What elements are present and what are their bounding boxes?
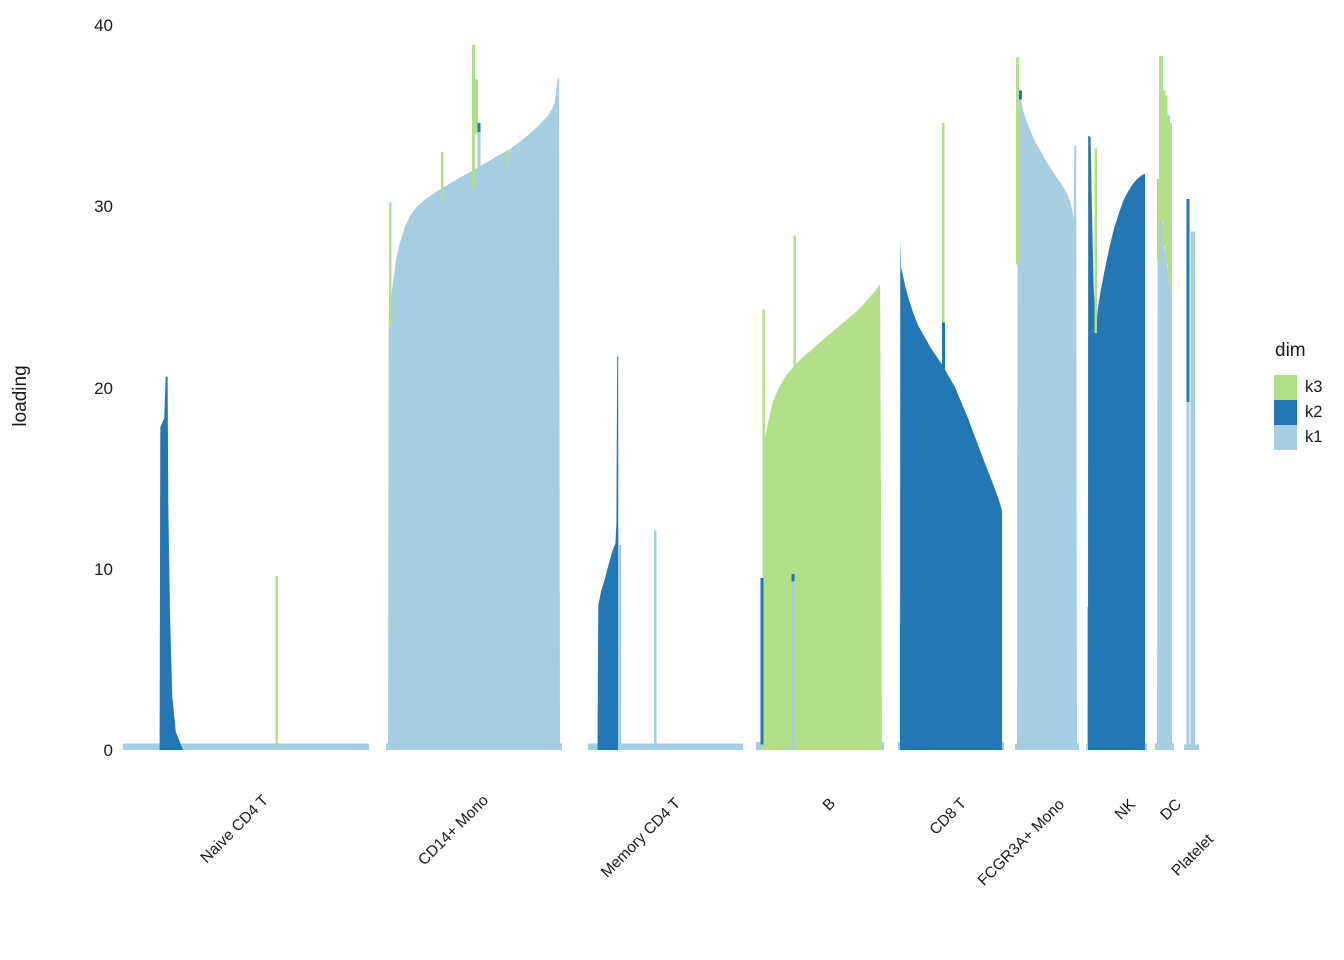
cell-bar-segment-k3 <box>471 44 475 189</box>
cell-bar-segment-k3 <box>388 202 392 326</box>
legend-items: k3 k2 k1 <box>1274 375 1322 450</box>
cell-bar-segment-k2 <box>760 577 764 745</box>
cell-bar-segment-k2 <box>791 574 795 582</box>
y-tick-0: 0 <box>103 741 113 760</box>
legend: dim k3 k2 k1 <box>1274 340 1322 450</box>
cell-bar-segment-k3 <box>275 576 279 745</box>
cell-bar-segment-k3 <box>1169 122 1172 290</box>
cell-bar-segment-k1 <box>1186 402 1190 750</box>
cell-bar-segment-k2 <box>1186 199 1190 402</box>
cell-bar-segment-k2 <box>941 322 945 370</box>
legend-title: dim <box>1275 340 1306 361</box>
legend-item-k1: k1 <box>1274 425 1322 450</box>
legend-label-k2: k2 <box>1305 403 1323 421</box>
cell-bar-segment-k3 <box>1167 115 1170 279</box>
y-tick-20: 20 <box>94 378 113 398</box>
cell-bar-segment-k3 <box>440 151 444 201</box>
cell-bar-segment-k1 <box>1190 231 1196 750</box>
cell-bar-segment-k3 <box>1162 90 1166 247</box>
legend-swatch-k1 <box>1274 425 1297 450</box>
legend-swatch-k3 <box>1274 375 1297 400</box>
cell-bar-segment-k3 <box>793 235 797 383</box>
legend-swatch-k2 <box>1274 400 1297 425</box>
legend-item-k2: k2 <box>1274 400 1322 425</box>
group-baseline-k1 <box>588 743 743 750</box>
y-axis-title: loading <box>10 365 31 427</box>
cell-bar-segment-k3 <box>1016 57 1020 265</box>
legend-label-k1: k1 <box>1305 428 1323 446</box>
cell-bar-segment-k2 <box>477 122 481 132</box>
cell-bar-segment-k1 <box>653 530 657 750</box>
y-tick-40: 40 <box>94 16 113 35</box>
cell-bar-segment-k3 <box>1159 55 1164 221</box>
cell-mass-k2 <box>1088 135 1145 751</box>
cell-bar-segment-k3 <box>942 122 945 323</box>
y-tick-30: 30 <box>94 197 113 217</box>
cell-mass-k1 <box>1017 92 1077 751</box>
cell-mass-k2 <box>159 376 184 750</box>
y-tick-10: 10 <box>94 559 113 579</box>
cell-bar-segment-k2 <box>1018 90 1022 100</box>
cell-mass-k1 <box>1157 215 1172 751</box>
cell-bar-segment-k1 <box>791 581 795 750</box>
cell-bar-segment-k1 <box>618 545 622 750</box>
cell-bar-segment-k3 <box>1165 95 1168 265</box>
cell-bar-segment-k3 <box>1094 148 1098 334</box>
cell-mass-k2 <box>900 238 1002 750</box>
legend-item-k3: k3 <box>1274 375 1322 400</box>
group-baseline-k1 <box>123 743 369 750</box>
cell-bar-segment-k3 <box>762 309 766 578</box>
cell-mass-k2 <box>597 356 619 750</box>
cell-mass-k1 <box>388 77 560 751</box>
cell-bar-segment-k3 <box>475 79 479 134</box>
legend-label-k3: k3 <box>1305 378 1323 396</box>
cell-bar-segment-k1 <box>1086 606 1090 750</box>
cell-bar-segment-k3 <box>1157 179 1160 261</box>
cell-bar-segment-k1 <box>477 131 481 180</box>
cell-mass-k3 <box>762 284 882 750</box>
cell-bar-segment-k3 <box>506 150 509 167</box>
